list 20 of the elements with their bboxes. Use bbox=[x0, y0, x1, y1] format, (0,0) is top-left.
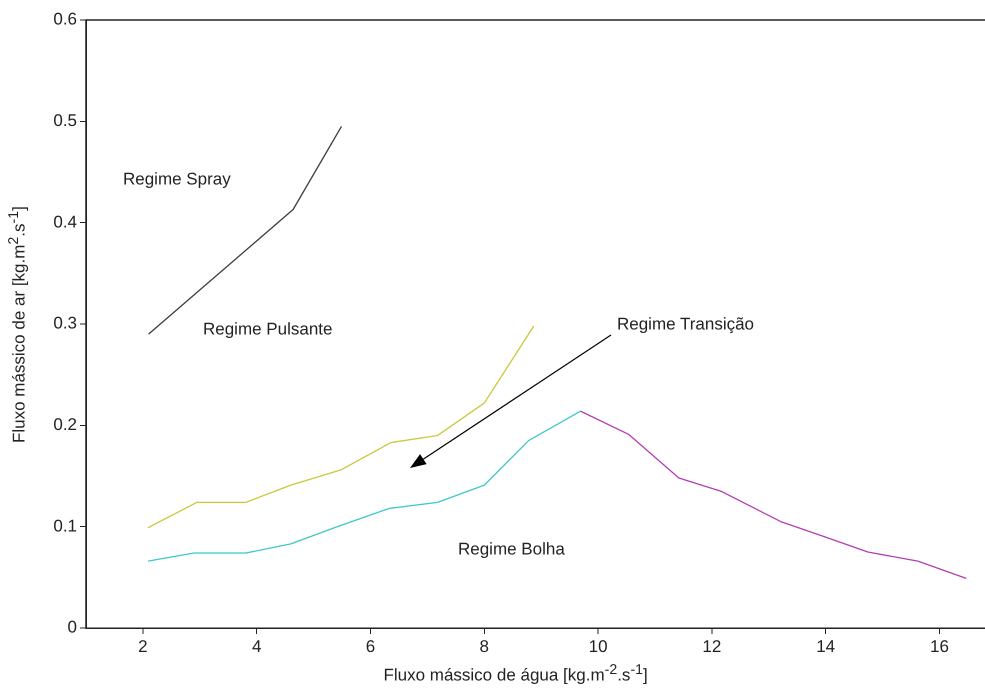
y-tick-label: 0.3 bbox=[53, 314, 77, 333]
x-tick-label: 2 bbox=[138, 636, 148, 656]
x-tick-label: 12 bbox=[702, 636, 722, 656]
x-axis-title: Fluxo mássico de água [kg.m$^{-2}$.s$^{-1}$] bbox=[384, 662, 648, 686]
x-tick-label: 4 bbox=[252, 636, 262, 656]
x-tick-label: 6 bbox=[366, 636, 376, 656]
x-tick-label: 10 bbox=[588, 636, 608, 656]
annotation: Regime Pulsante bbox=[203, 320, 332, 339]
y-tick-label: 0.4 bbox=[53, 212, 77, 232]
annotation: Regime Spray bbox=[123, 170, 232, 189]
y-tick-label: 0.5 bbox=[53, 111, 77, 130]
x-tick-label: 14 bbox=[816, 636, 836, 656]
x-tick-label: 16 bbox=[930, 636, 949, 656]
y-tick-label: 0.1 bbox=[53, 516, 77, 536]
y-tick-label: 0.2 bbox=[53, 415, 77, 434]
y-tick-label: 0.6 bbox=[53, 10, 77, 29]
x-tick-label: 8 bbox=[480, 636, 490, 656]
y-tick-label: 0 bbox=[68, 618, 77, 637]
annotation: Regime Transição bbox=[617, 314, 754, 334]
annotation: Regime Bolha bbox=[458, 540, 566, 559]
